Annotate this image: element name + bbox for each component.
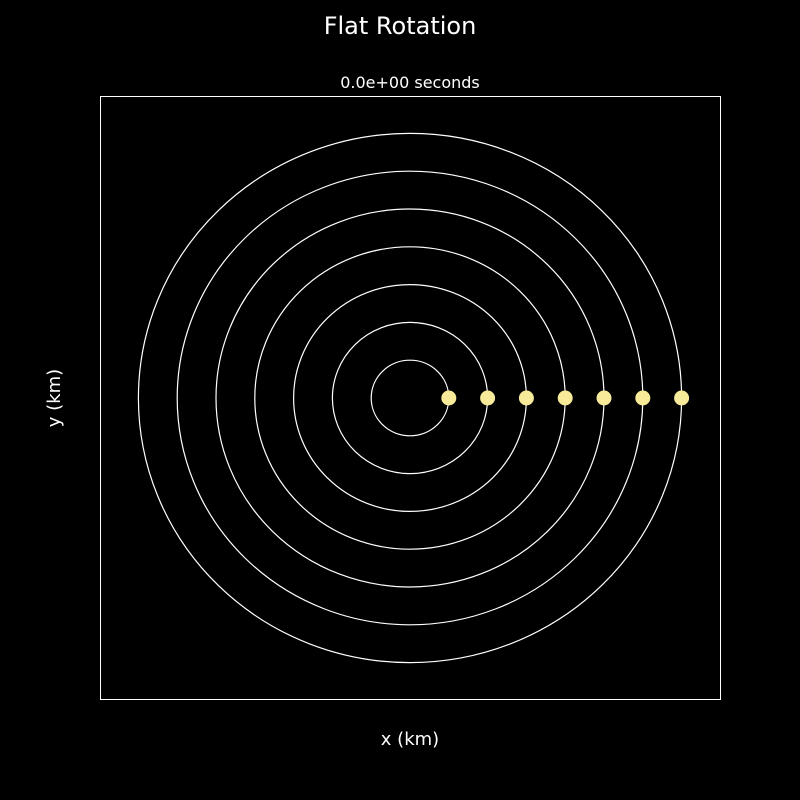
y-axis-label: y (km) bbox=[44, 369, 65, 427]
orbit-point-1 bbox=[441, 390, 457, 406]
points-layer bbox=[441, 390, 690, 406]
orbit-point-5 bbox=[596, 390, 612, 406]
orbit-ring-5 bbox=[215, 208, 605, 588]
orbit-ring-2 bbox=[331, 321, 489, 475]
orbit-point-3 bbox=[518, 390, 534, 406]
orbit-ring-4 bbox=[254, 246, 566, 550]
plot-frame bbox=[100, 96, 721, 700]
chart-subtitle: 0.0e+00 seconds bbox=[340, 73, 480, 92]
orbit-ring-6 bbox=[176, 170, 644, 626]
chart-title: Flat Rotation bbox=[324, 12, 477, 40]
orbit-point-4 bbox=[557, 390, 573, 406]
orbit-point-2 bbox=[480, 390, 496, 406]
orbit-ring-1 bbox=[370, 359, 450, 437]
x-axis-label: x (km) bbox=[381, 729, 439, 750]
orbit-point-7 bbox=[674, 390, 690, 406]
orbit-point-6 bbox=[635, 390, 651, 406]
plot-area bbox=[100, 96, 721, 700]
